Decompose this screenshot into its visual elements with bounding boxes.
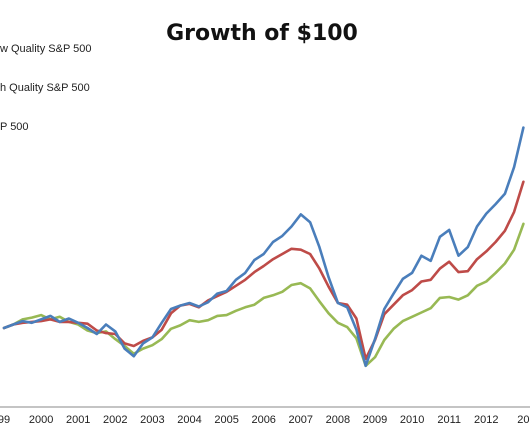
legend-entry-sp500: P 500 [0,121,29,133]
legend: w Quality S&P 500 h Quality S&P 500 P 50… [0,43,92,133]
x-tick-label: 2003 [140,414,164,426]
x-tick-label: 2001 [66,414,90,426]
x-tick-label: 2008 [326,414,350,426]
x-tick-label: 2011 [437,414,461,426]
series-layer [2,126,525,368]
x-tick-label: 99 [0,414,10,426]
x-tick-label: 20 [517,414,529,426]
x-tick-label: 2007 [289,414,313,426]
x-tick-label: 2012 [474,414,498,426]
series-line-high-quality [2,180,525,361]
x-tick-label: 2004 [177,414,201,426]
legend-entry-low-quality: w Quality S&P 500 [0,43,92,55]
x-axis-ticks: 99 2000 2001 2002 2003 2004 2005 2006 2007 2008 20… [0,414,530,426]
series-line-low-quality [2,126,525,368]
x-tick-label: 2002 [103,414,127,426]
chart-title: Growth of $100 [166,21,358,46]
x-tick-label: 2006 [251,414,275,426]
x-tick-label: 2005 [214,414,238,426]
x-tick-label: 2000 [29,414,53,426]
x-tick-label: 2010 [400,414,424,426]
legend-entry-high-quality: h Quality S&P 500 [0,82,90,94]
x-tick-label: 2009 [363,414,387,426]
